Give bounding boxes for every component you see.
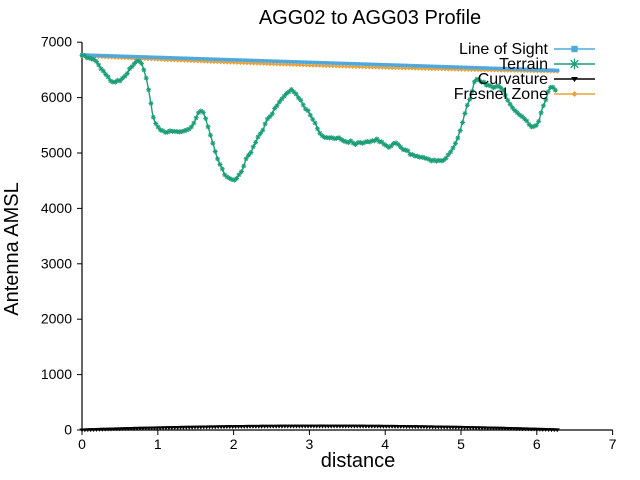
svg-text:5000: 5000 bbox=[41, 145, 72, 161]
svg-text:7: 7 bbox=[609, 436, 617, 452]
svg-text:0: 0 bbox=[78, 436, 86, 452]
svg-text:0: 0 bbox=[64, 422, 72, 438]
svg-text:1: 1 bbox=[154, 436, 162, 452]
svg-text:2: 2 bbox=[230, 436, 238, 452]
svg-text:Antenna AMSL: Antenna AMSL bbox=[1, 182, 23, 315]
svg-text:5: 5 bbox=[457, 436, 465, 452]
svg-text:1000: 1000 bbox=[41, 366, 72, 382]
svg-text:6000: 6000 bbox=[41, 89, 72, 105]
svg-text:3: 3 bbox=[306, 436, 314, 452]
svg-text:6: 6 bbox=[533, 436, 541, 452]
svg-text:2000: 2000 bbox=[41, 311, 72, 327]
svg-text:7000: 7000 bbox=[41, 34, 72, 50]
svg-text:4000: 4000 bbox=[41, 200, 72, 216]
svg-text:distance: distance bbox=[321, 450, 396, 472]
svg-text:AGG02 to AGG03 Profile: AGG02 to AGG03 Profile bbox=[259, 7, 481, 29]
svg-text:Fresnel Zone: Fresnel Zone bbox=[454, 86, 548, 103]
svg-text:3000: 3000 bbox=[41, 255, 72, 271]
